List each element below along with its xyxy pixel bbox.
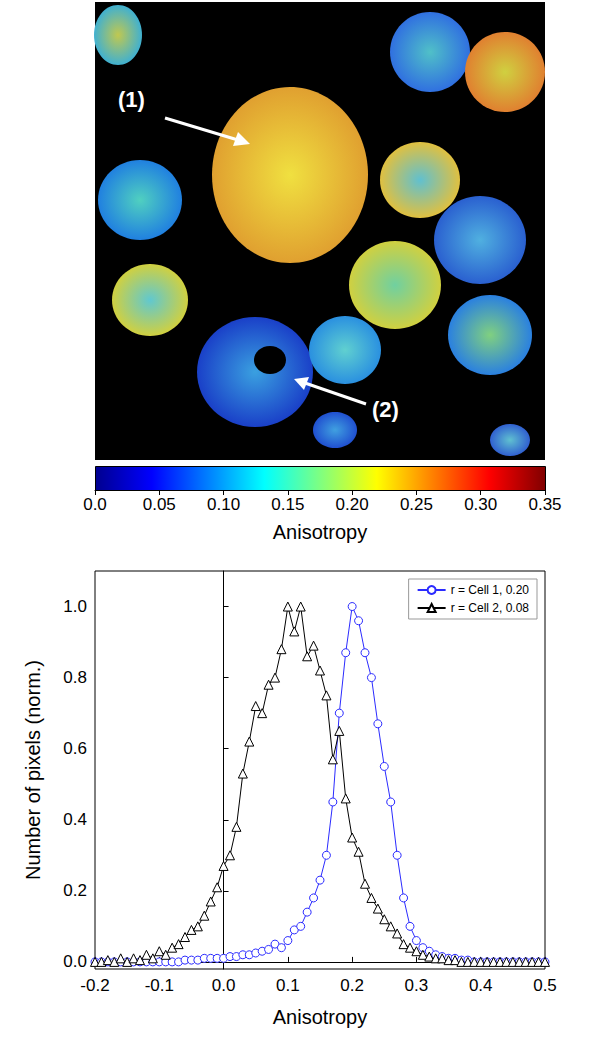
svg-text:Anisotropy: Anisotropy [273, 1006, 368, 1028]
svg-text:0.10: 0.10 [207, 495, 240, 514]
svg-text:0.8: 0.8 [63, 668, 87, 687]
svg-text:0.25: 0.25 [400, 495, 433, 514]
svg-text:Number of pixels (norm.): Number of pixels (norm.) [22, 660, 44, 880]
svg-text:0.4: 0.4 [469, 976, 493, 995]
svg-text:0.0: 0.0 [83, 495, 107, 514]
svg-text:0.15: 0.15 [271, 495, 304, 514]
svg-text:(2): (2) [372, 397, 399, 422]
svg-text:0.0: 0.0 [212, 976, 236, 995]
svg-text:r = Cell 1, 0.20: r = Cell 1, 0.20 [451, 583, 530, 597]
svg-text:1.0: 1.0 [63, 597, 87, 616]
svg-text:0.2: 0.2 [63, 881, 87, 900]
svg-text:0.4: 0.4 [63, 810, 87, 829]
svg-text:0.1: 0.1 [276, 976, 300, 995]
svg-text:-0.2: -0.2 [80, 976, 109, 995]
svg-text:r = Cell 2, 0.08: r = Cell 2, 0.08 [451, 601, 530, 615]
svg-text:0.30: 0.30 [464, 495, 497, 514]
svg-text:0.6: 0.6 [63, 739, 87, 758]
svg-text:0.05: 0.05 [143, 495, 176, 514]
svg-text:0.2: 0.2 [340, 976, 364, 995]
svg-text:0.20: 0.20 [336, 495, 369, 514]
svg-text:-0.1: -0.1 [145, 976, 174, 995]
svg-text:0.35: 0.35 [528, 495, 561, 514]
svg-text:0.0: 0.0 [63, 952, 87, 971]
svg-text:(1): (1) [118, 87, 145, 112]
svg-text:Anisotropy: Anisotropy [273, 521, 368, 543]
svg-text:0.3: 0.3 [405, 976, 429, 995]
svg-text:0.5: 0.5 [533, 976, 557, 995]
